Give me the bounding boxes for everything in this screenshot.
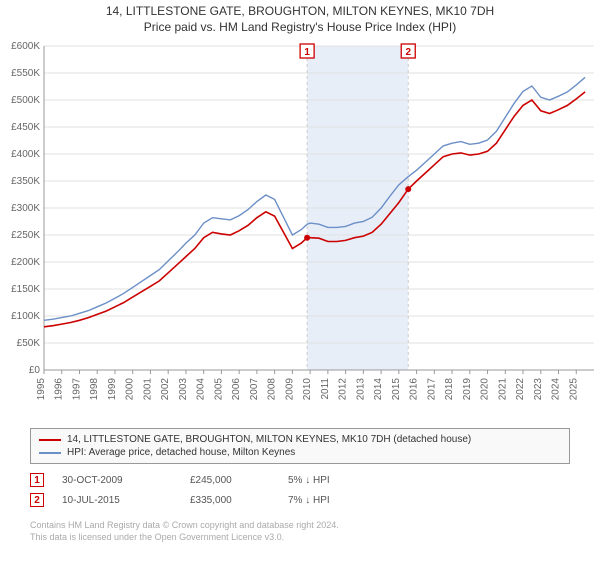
svg-text:2006: 2006	[231, 378, 242, 401]
svg-text:£600K: £600K	[11, 41, 40, 52]
svg-text:2018: 2018	[444, 378, 455, 401]
sale-diff: 7% ↓ HPI	[288, 495, 398, 506]
svg-text:2024: 2024	[551, 378, 562, 401]
legend: 14, LITTLESTONE GATE, BROUGHTON, MILTON …	[30, 428, 570, 464]
svg-text:2016: 2016	[409, 378, 420, 401]
svg-text:£400K: £400K	[11, 149, 40, 160]
sale-row: 1 30-OCT-2009 £245,000 5% ↓ HPI	[30, 470, 570, 490]
svg-text:£550K: £550K	[11, 68, 40, 79]
svg-text:£200K: £200K	[11, 257, 40, 268]
svg-text:2011: 2011	[320, 378, 331, 400]
sale-marker-box: 2	[30, 493, 44, 507]
svg-text:2009: 2009	[284, 378, 295, 401]
svg-text:2: 2	[405, 47, 411, 58]
svg-text:1997: 1997	[71, 378, 82, 401]
svg-text:1: 1	[304, 47, 310, 58]
footer: Contains HM Land Registry data © Crown c…	[30, 520, 570, 543]
svg-text:2005: 2005	[213, 378, 224, 401]
sale-date: 10-JUL-2015	[62, 495, 172, 506]
sales-table: 1 30-OCT-2009 £245,000 5% ↓ HPI 2 10-JUL…	[30, 470, 570, 510]
svg-text:2019: 2019	[462, 378, 473, 401]
svg-text:1995: 1995	[36, 378, 47, 401]
svg-text:2020: 2020	[480, 378, 491, 401]
svg-text:£500K: £500K	[11, 95, 40, 106]
svg-text:2013: 2013	[355, 378, 366, 401]
svg-text:£50K: £50K	[17, 338, 41, 349]
legend-label: 14, LITTLESTONE GATE, BROUGHTON, MILTON …	[67, 434, 471, 445]
svg-text:2017: 2017	[426, 378, 437, 401]
svg-text:2012: 2012	[338, 378, 349, 401]
svg-text:£300K: £300K	[11, 203, 40, 214]
chart-title: 14, LITTLESTONE GATE, BROUGHTON, MILTON …	[0, 4, 600, 18]
sale-diff: 5% ↓ HPI	[288, 475, 398, 486]
svg-text:2015: 2015	[391, 378, 402, 401]
svg-text:£0: £0	[29, 365, 41, 376]
svg-text:2000: 2000	[125, 378, 136, 401]
sale-row: 2 10-JUL-2015 £335,000 7% ↓ HPI	[30, 490, 570, 510]
footer-line: This data is licensed under the Open Gov…	[30, 532, 570, 544]
svg-text:2025: 2025	[568, 378, 579, 401]
legend-item: HPI: Average price, detached house, Milt…	[39, 446, 561, 459]
legend-swatch-blue	[39, 452, 61, 454]
sale-price: £245,000	[190, 475, 270, 486]
svg-text:2022: 2022	[515, 378, 526, 401]
chart-subtitle: Price paid vs. HM Land Registry's House …	[0, 20, 600, 34]
chart-container: 14, LITTLESTONE GATE, BROUGHTON, MILTON …	[0, 4, 600, 564]
legend-swatch-red	[39, 439, 61, 441]
svg-text:£250K: £250K	[11, 230, 40, 241]
svg-text:1996: 1996	[54, 378, 65, 401]
legend-item: 14, LITTLESTONE GATE, BROUGHTON, MILTON …	[39, 433, 561, 446]
svg-text:2003: 2003	[178, 378, 189, 401]
sale-marker-box: 1	[30, 473, 44, 487]
svg-text:£150K: £150K	[11, 284, 40, 295]
chart-plot-area: £0 £50K £100K £150K £200K £250K £300K £350K £400…	[0, 40, 600, 420]
svg-text:2021: 2021	[497, 378, 508, 401]
svg-text:2001: 2001	[142, 378, 153, 401]
sale-price: £335,000	[190, 495, 270, 506]
svg-text:2014: 2014	[373, 378, 384, 401]
legend-label: HPI: Average price, detached house, Milt…	[67, 447, 295, 458]
svg-text:1999: 1999	[107, 378, 118, 401]
svg-text:1998: 1998	[89, 378, 100, 401]
footer-line: Contains HM Land Registry data © Crown c…	[30, 520, 570, 532]
svg-text:2010: 2010	[302, 378, 313, 401]
svg-text:2002: 2002	[160, 378, 171, 401]
svg-text:£100K: £100K	[11, 311, 40, 322]
sale-date: 30-OCT-2009	[62, 475, 172, 486]
chart-svg: £0 £50K £100K £150K £200K £250K £300K £350K £400…	[0, 40, 600, 420]
svg-text:2008: 2008	[267, 378, 278, 401]
svg-text:2023: 2023	[533, 378, 544, 401]
svg-text:£350K: £350K	[11, 176, 40, 187]
svg-text:2004: 2004	[196, 378, 207, 401]
svg-text:£450K: £450K	[11, 122, 40, 133]
svg-text:2007: 2007	[249, 378, 260, 401]
